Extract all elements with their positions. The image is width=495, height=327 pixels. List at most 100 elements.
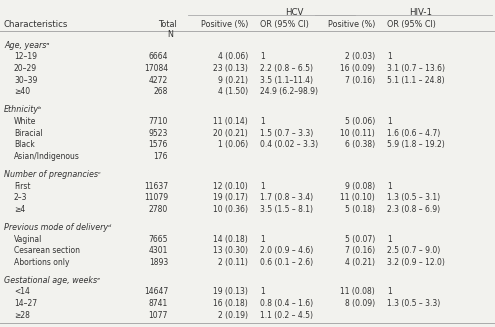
Text: 16 (0.18): 16 (0.18): [213, 299, 248, 308]
Text: White: White: [14, 117, 36, 126]
Text: 0.8 (0.4 – 1.6): 0.8 (0.4 – 1.6): [260, 299, 313, 308]
Text: 5 (0.07): 5 (0.07): [345, 234, 375, 244]
Text: 7 (0.16): 7 (0.16): [345, 246, 375, 255]
Text: 0.6 (0.1 – 2.6): 0.6 (0.1 – 2.6): [260, 258, 313, 267]
Text: 2.5 (0.7 – 9.0): 2.5 (0.7 – 9.0): [387, 246, 440, 255]
Text: Black: Black: [14, 140, 35, 149]
Text: 7710: 7710: [148, 117, 168, 126]
Text: 24.9 (6.2–98.9): 24.9 (6.2–98.9): [260, 87, 318, 96]
Text: 2–3: 2–3: [14, 193, 28, 202]
Text: 12 (0.10): 12 (0.10): [213, 181, 248, 191]
Text: 6664: 6664: [148, 52, 168, 61]
Text: 5 (0.18): 5 (0.18): [345, 205, 375, 214]
Text: Asian/Indigenous: Asian/Indigenous: [14, 152, 80, 161]
Text: 1.3 (0.5 – 3.1): 1.3 (0.5 – 3.1): [387, 193, 440, 202]
Text: Abortions only: Abortions only: [14, 258, 69, 267]
Text: 2.3 (0.8 – 6.9): 2.3 (0.8 – 6.9): [387, 205, 440, 214]
Text: 23 (0.13): 23 (0.13): [213, 64, 248, 73]
Text: 8 (0.09): 8 (0.09): [345, 299, 375, 308]
Text: 2 (0.19): 2 (0.19): [218, 311, 248, 320]
Text: Positive (%): Positive (%): [200, 20, 248, 29]
Text: 2.0 (0.9 – 4.6): 2.0 (0.9 – 4.6): [260, 246, 313, 255]
Text: 1893: 1893: [149, 258, 168, 267]
Text: <14: <14: [14, 287, 30, 297]
Text: ≥4: ≥4: [14, 205, 25, 214]
Text: 1.5 (0.7 – 3.3): 1.5 (0.7 – 3.3): [260, 129, 313, 138]
Text: 1: 1: [260, 181, 265, 191]
Text: 1: 1: [387, 52, 392, 61]
Text: First: First: [14, 181, 31, 191]
Text: Age, yearsᵃ: Age, yearsᵃ: [4, 41, 50, 50]
Text: Cesarean section: Cesarean section: [14, 246, 80, 255]
Text: 3.5 (1.1–11.4): 3.5 (1.1–11.4): [260, 76, 313, 85]
Text: 5.1 (1.1 – 24.8): 5.1 (1.1 – 24.8): [387, 76, 445, 85]
Text: 0.4 (0.02 – 3.3): 0.4 (0.02 – 3.3): [260, 140, 318, 149]
Text: 268: 268: [153, 87, 168, 96]
Text: 176: 176: [153, 152, 168, 161]
Text: Biracial: Biracial: [14, 129, 43, 138]
Text: 9 (0.21): 9 (0.21): [218, 76, 248, 85]
Text: Ethnicityᵇ: Ethnicityᵇ: [4, 105, 43, 114]
Text: 1.6 (0.6 – 4.7): 1.6 (0.6 – 4.7): [387, 129, 440, 138]
Text: 11 (0.10): 11 (0.10): [340, 193, 375, 202]
Text: 1: 1: [260, 234, 265, 244]
Text: 1: 1: [260, 117, 265, 126]
Text: 1: 1: [387, 287, 392, 297]
Text: 11079: 11079: [144, 193, 168, 202]
Text: 10 (0.36): 10 (0.36): [213, 205, 248, 214]
Text: 1.1 (0.2 – 4.5): 1.1 (0.2 – 4.5): [260, 311, 313, 320]
Text: Total
    N: Total N: [158, 20, 177, 39]
Text: 1: 1: [387, 117, 392, 126]
Text: 11 (0.08): 11 (0.08): [340, 287, 375, 297]
Text: 4272: 4272: [149, 76, 168, 85]
Text: 4 (1.50): 4 (1.50): [218, 87, 248, 96]
Text: 19 (0.13): 19 (0.13): [213, 287, 248, 297]
Text: 7665: 7665: [148, 234, 168, 244]
Text: ≥40: ≥40: [14, 87, 30, 96]
Text: 5 (0.06): 5 (0.06): [345, 117, 375, 126]
Text: 4301: 4301: [148, 246, 168, 255]
Text: 16 (0.09): 16 (0.09): [340, 64, 375, 73]
Text: HCV: HCV: [285, 8, 303, 17]
Text: Number of pregnanciesᶜ: Number of pregnanciesᶜ: [4, 170, 101, 179]
Text: Positive (%): Positive (%): [328, 20, 375, 29]
Text: 1576: 1576: [148, 140, 168, 149]
Text: 1: 1: [260, 52, 265, 61]
Text: 30–39: 30–39: [14, 76, 38, 85]
Text: 19 (0.17): 19 (0.17): [213, 193, 248, 202]
Text: 1: 1: [387, 234, 392, 244]
Text: 1 (0.06): 1 (0.06): [218, 140, 248, 149]
Text: Gestational age, weeksᵉ: Gestational age, weeksᵉ: [4, 276, 100, 285]
Text: 9 (0.08): 9 (0.08): [345, 181, 375, 191]
Text: 20 (0.21): 20 (0.21): [213, 129, 248, 138]
Text: 7 (0.16): 7 (0.16): [345, 76, 375, 85]
Text: HIV-1: HIV-1: [409, 8, 433, 17]
Text: 1.7 (0.8 – 3.4): 1.7 (0.8 – 3.4): [260, 193, 313, 202]
Text: 20–29: 20–29: [14, 64, 37, 73]
Text: 17084: 17084: [144, 64, 168, 73]
Text: 3.2 (0.9 – 12.0): 3.2 (0.9 – 12.0): [387, 258, 445, 267]
Text: 2.2 (0.8 – 6.5): 2.2 (0.8 – 6.5): [260, 64, 313, 73]
Text: 2780: 2780: [149, 205, 168, 214]
Text: 8741: 8741: [149, 299, 168, 308]
Text: 1077: 1077: [148, 311, 168, 320]
Text: 9523: 9523: [148, 129, 168, 138]
Text: 14–27: 14–27: [14, 299, 37, 308]
Text: OR (95% CI): OR (95% CI): [260, 20, 309, 29]
Text: ≥28: ≥28: [14, 311, 30, 320]
Text: 3.5 (1.5 – 8.1): 3.5 (1.5 – 8.1): [260, 205, 313, 214]
Text: Characteristics: Characteristics: [4, 20, 68, 29]
Text: Previous mode of deliveryᵈ: Previous mode of deliveryᵈ: [4, 223, 111, 232]
Text: 10 (0.11): 10 (0.11): [340, 129, 375, 138]
Text: Vaginal: Vaginal: [14, 234, 43, 244]
Text: 13 (0.30): 13 (0.30): [213, 246, 248, 255]
Text: 6 (0.38): 6 (0.38): [345, 140, 375, 149]
Text: 2 (0.03): 2 (0.03): [345, 52, 375, 61]
Text: 5.9 (1.8 – 19.2): 5.9 (1.8 – 19.2): [387, 140, 445, 149]
Text: 14 (0.18): 14 (0.18): [213, 234, 248, 244]
Text: 4 (0.06): 4 (0.06): [218, 52, 248, 61]
Text: 12–19: 12–19: [14, 52, 37, 61]
Text: 3.1 (0.7 – 13.6): 3.1 (0.7 – 13.6): [387, 64, 445, 73]
Text: 4 (0.21): 4 (0.21): [345, 258, 375, 267]
Text: 11637: 11637: [144, 181, 168, 191]
